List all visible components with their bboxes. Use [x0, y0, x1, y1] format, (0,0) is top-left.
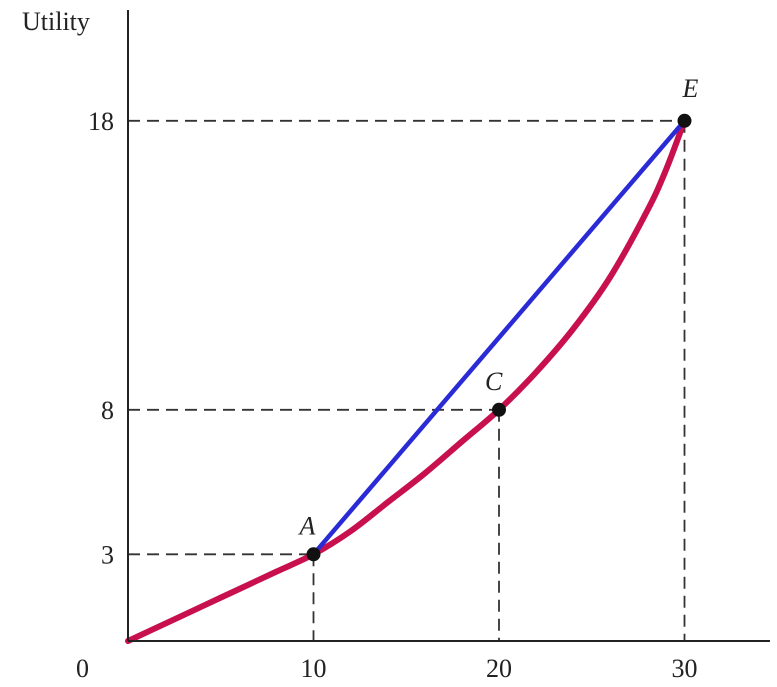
- utility-curve-line: [125, 117, 688, 644]
- dashed-guides: [128, 119, 686, 641]
- chart-axes: [127, 10, 770, 642]
- point-label-e: E: [682, 74, 699, 103]
- point-label-a: A: [298, 511, 316, 540]
- point-a: [306, 547, 321, 562]
- chart-points: A C E: [298, 74, 699, 562]
- origin-label: 0: [76, 654, 89, 683]
- y-tick-label: 3: [101, 540, 114, 569]
- point-c: [492, 402, 506, 417]
- x-tick-label: 10: [301, 654, 327, 683]
- point-e: [677, 113, 692, 128]
- x-tick-label: 30: [672, 654, 698, 683]
- chord-line: [311, 118, 687, 557]
- tick-labels: 10 20 30 3 8 18: [88, 107, 698, 683]
- y-axis-title: Utility: [22, 7, 90, 36]
- y-tick-label: 18: [88, 107, 114, 136]
- y-tick-label: 8: [101, 396, 114, 425]
- x-tick-label: 20: [486, 654, 512, 683]
- chart-series: [125, 117, 688, 644]
- point-label-c: C: [485, 367, 503, 396]
